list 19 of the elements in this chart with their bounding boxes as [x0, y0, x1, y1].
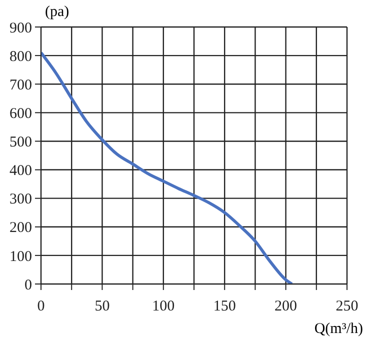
x-tick-label: 150 [213, 298, 236, 315]
x-tick-label: 50 [94, 298, 110, 315]
y-tick-label: 700 [10, 77, 32, 94]
x-tick-label: 0 [37, 298, 45, 315]
x-tick-label: 200 [274, 298, 298, 315]
y-tick-label: 500 [10, 134, 32, 151]
y-tick-label: 0 [24, 277, 32, 294]
y-tick-label: 100 [10, 248, 32, 265]
x-tick-label: 100 [152, 298, 175, 315]
y-axis-title: (pa) [45, 4, 70, 21]
y-tick-label: 800 [10, 48, 32, 65]
y-tick-label: 600 [10, 106, 32, 122]
y-tick-label: 300 [10, 192, 32, 208]
x-tick-label: 250 [336, 298, 358, 315]
x-axis-title: Q(m³/h) [314, 321, 363, 338]
y-tick-label: 200 [10, 220, 32, 236]
line-series [41, 51, 294, 284]
y-tick-label: 400 [10, 163, 32, 180]
y-tick-label: 900 [10, 20, 32, 36]
